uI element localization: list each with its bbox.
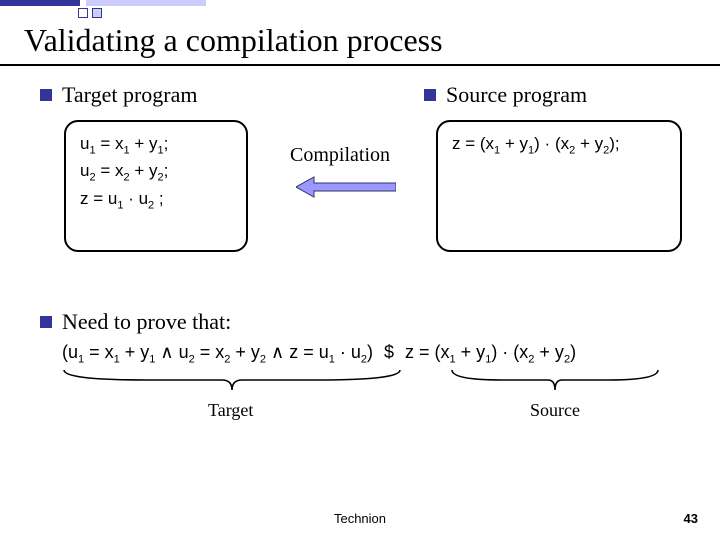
source-brace-label: Source <box>530 400 580 421</box>
formula-lhs: (u1 = x1 + y1 ∧ u2 = x2 + y2 ∧ z = u1 · … <box>62 342 373 362</box>
formula-sep: $ <box>378 342 400 362</box>
compilation-label: Compilation <box>290 144 390 167</box>
brace-target-icon <box>62 368 402 398</box>
accent-bar <box>0 0 720 6</box>
corner-square-1 <box>78 8 88 18</box>
title-underline <box>0 64 720 66</box>
accent-dark <box>0 0 80 6</box>
code-line: z = u1 · u2 ; <box>80 187 232 214</box>
slide-title: Validating a compilation process <box>24 22 443 59</box>
corner-square-2 <box>92 8 102 18</box>
code-line: u1 = x1 + y1; <box>80 132 232 159</box>
code-line: u2 = x2 + y2; <box>80 159 232 186</box>
target-brace-label: Target <box>208 400 253 421</box>
target-code-box: u1 = x1 + y1; u2 = x2 + y2; z = u1 · u2 … <box>64 120 248 252</box>
proof-formula: (u1 = x1 + y1 ∧ u2 = x2 + y2 ∧ z = u1 · … <box>62 342 576 366</box>
target-program-heading: Target program <box>62 82 198 108</box>
accent-light <box>86 0 206 6</box>
bullet-icon <box>424 89 436 101</box>
page-number: 43 <box>684 511 698 526</box>
need-to-prove-heading: Need to prove that: <box>62 309 231 335</box>
source-code-box: z = (x1 + y1) · (x2 + y2); <box>436 120 682 252</box>
footer-text: Technion <box>0 511 720 526</box>
source-program-heading: Source program <box>446 82 587 108</box>
code-line: z = (x1 + y1) · (x2 + y2); <box>452 132 666 159</box>
bullet-icon <box>40 316 52 328</box>
brace-source-icon <box>450 368 660 398</box>
bullet-icon <box>40 89 52 101</box>
compilation-arrow-icon <box>296 175 396 199</box>
formula-rhs: z = (x1 + y1) · (x2 + y2) <box>405 342 576 362</box>
